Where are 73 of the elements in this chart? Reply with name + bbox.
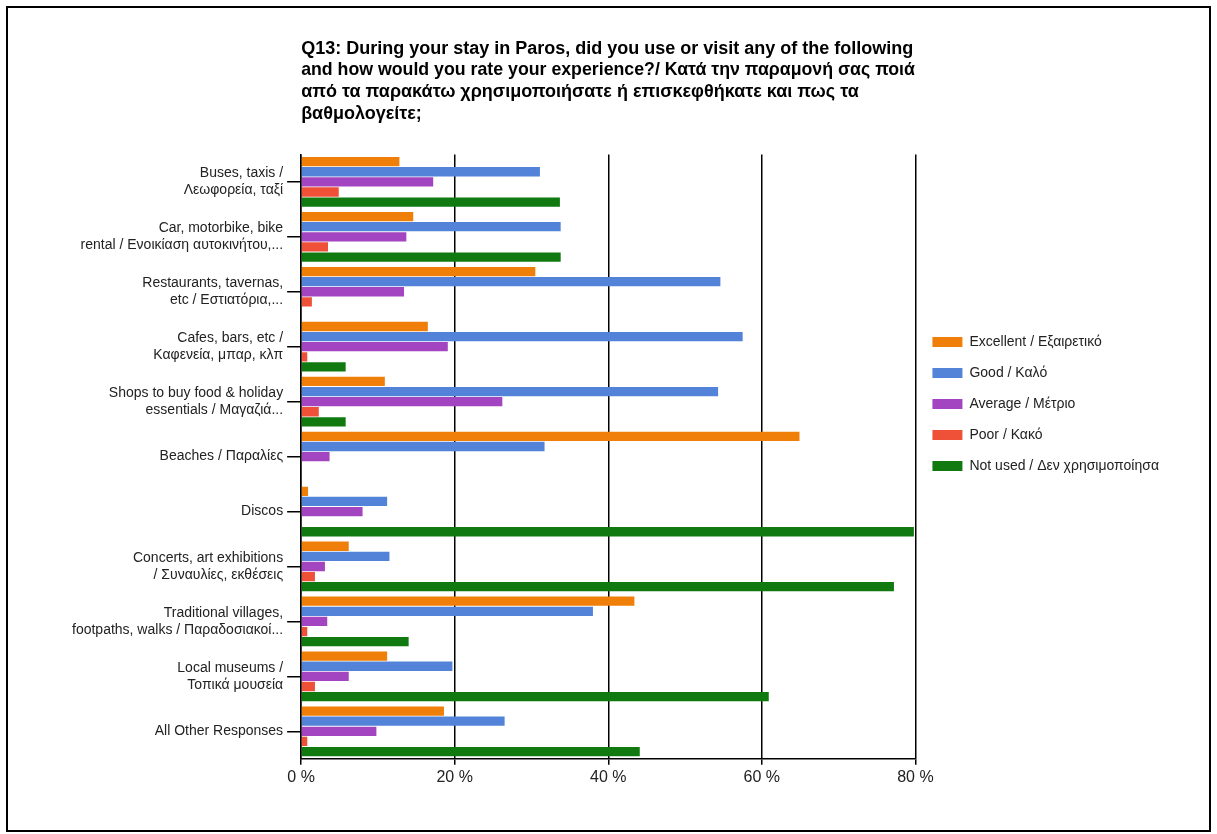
bar: [301, 637, 409, 647]
bar: [301, 486, 309, 496]
x-tick-label: 20 %: [436, 767, 473, 785]
y-tick-label: Beaches / Παραλίες: [159, 447, 284, 464]
chart-title: Q13: During your stay in Paros, did you use or visit any of the following and how would you rate your experience?/ Κατά την παραμονή σας ποιά από τα παρακάτω χρησιμοποιήσατε ή επισκεφθήκατε και πως τα βαθμολογείτε;: [301, 37, 915, 123]
bar: [301, 407, 319, 417]
y-tick-label: Buses, taxis / Λεωφορεία, ταξί: [183, 164, 284, 198]
bar: [301, 736, 308, 747]
legend-label: Not used / Δεν χρησιμοποίησα: [969, 456, 1160, 473]
bar: [301, 352, 308, 362]
bar: [301, 561, 325, 572]
bar: [301, 362, 346, 372]
bar: [301, 187, 339, 197]
x-tick-label: 0 %: [287, 767, 315, 785]
bar: [301, 451, 330, 462]
bar: [301, 157, 400, 167]
bar: [301, 651, 388, 661]
y-tick-label: Shops to buy food & holiday essentials / Μαγαζιά...: [108, 384, 284, 417]
bar: [301, 397, 503, 407]
bar: [301, 726, 377, 736]
bar: [301, 506, 363, 517]
legend-label: Good / Καλό: [969, 363, 1048, 380]
y-tick-label: Traditional villages, footpaths, walks / Παραδοσιακοί...: [71, 603, 284, 637]
bar: [301, 342, 448, 352]
bar: [301, 681, 315, 692]
bar: [301, 746, 640, 757]
legend-label: Excellent / Εξαιρετικό: [969, 332, 1103, 349]
bar: [301, 527, 914, 537]
bar: [301, 177, 434, 187]
legend-label: Average / Μέτριο: [969, 394, 1076, 411]
x-tick-label: 60 %: [743, 767, 781, 785]
bar: [301, 626, 308, 637]
y-tick-label: Concerts, art exhibitions / Συναυλίες, εκθέσεις: [132, 548, 284, 582]
bar: [301, 441, 545, 452]
bar: [301, 376, 385, 387]
bar: [301, 671, 349, 682]
bar: [301, 197, 560, 207]
bar: [301, 691, 769, 702]
x-tick-label: 40 %: [590, 767, 627, 785]
bar: [301, 606, 593, 616]
y-tick-label: All Other Responses: [154, 722, 284, 739]
legend-label: Poor / Κακό: [969, 425, 1043, 442]
bar: [301, 386, 719, 397]
bar: [301, 297, 312, 307]
bar: [301, 417, 346, 427]
y-tick-label: Car, motorbike, bike rental / Ενοικίαση αυτοκινήτου,...: [80, 219, 284, 253]
bar: [301, 616, 328, 627]
y-tick-label: Restaurants, tavernas, etc / Εστιατόρια,...: [142, 274, 284, 308]
bar: [301, 596, 635, 606]
bar: [301, 266, 536, 277]
bar: [301, 716, 505, 726]
bar: [301, 167, 540, 177]
bar: [301, 661, 453, 671]
x-tick-label: 80 %: [897, 767, 934, 785]
bar: [301, 582, 894, 592]
bar: [301, 541, 349, 551]
bar: [301, 431, 800, 442]
bar: [301, 331, 743, 342]
y-tick-label: Cafes, bars, etc / Καφενεία, μπαρ, κλπ: [153, 329, 284, 362]
bar: [301, 232, 407, 242]
bar: [301, 211, 414, 222]
bar: [301, 706, 444, 716]
bar: [301, 496, 388, 507]
bar: [301, 321, 428, 332]
bar: [301, 252, 561, 262]
bar: [301, 287, 405, 297]
y-tick-label: Discos: [241, 502, 284, 519]
bar: [301, 277, 721, 287]
bar: [301, 242, 329, 252]
bar: [301, 222, 561, 232]
y-tick-label: Local museums / Τοπικά μουσεία: [177, 658, 284, 692]
bar: [301, 571, 315, 582]
bar: [301, 551, 390, 562]
